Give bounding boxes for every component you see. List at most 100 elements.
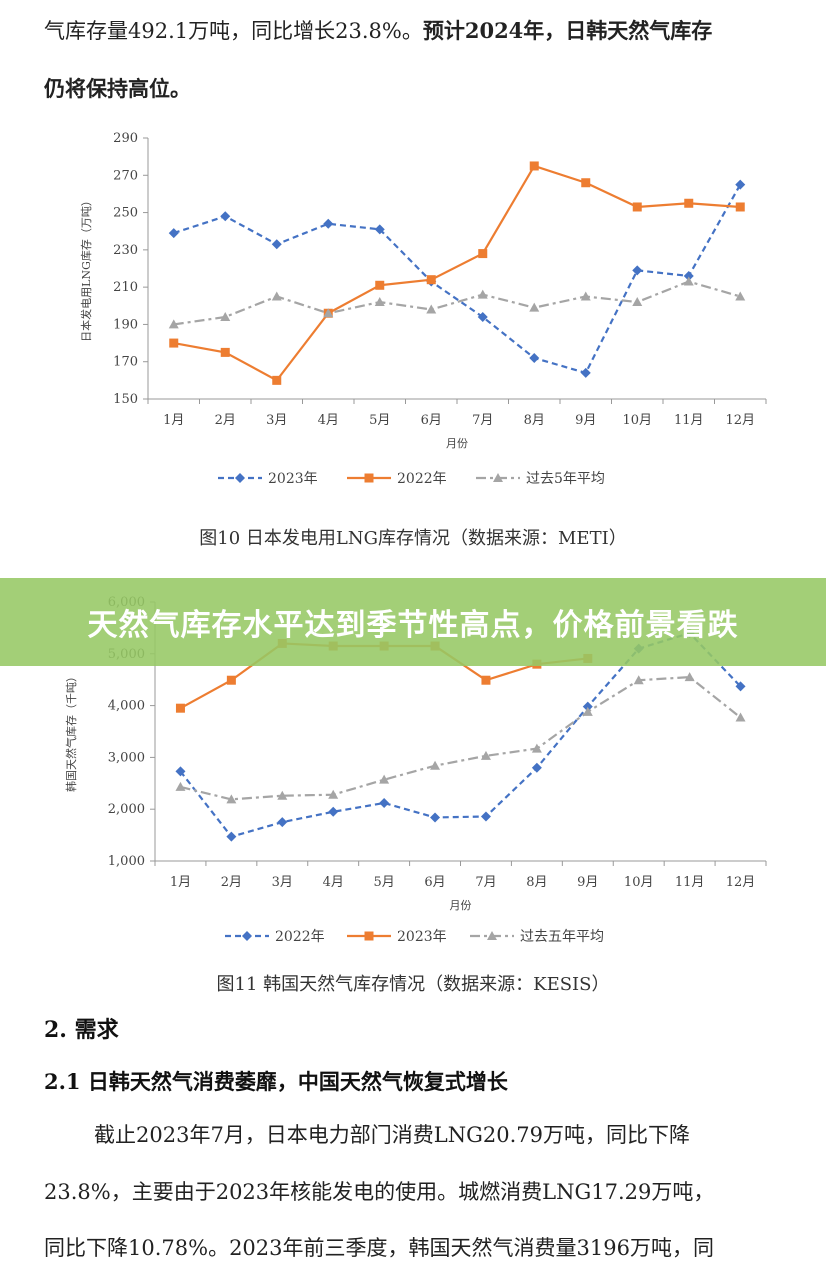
data-point (323, 308, 334, 318)
data-point (220, 211, 231, 222)
legend-marker (487, 931, 497, 940)
data-point (175, 781, 186, 791)
data-point (529, 161, 539, 171)
data-point (478, 249, 488, 259)
data-point (430, 812, 441, 823)
series-line-2 (173, 164, 741, 382)
data-point (529, 352, 540, 363)
data-point (169, 338, 179, 348)
data-point (175, 703, 185, 713)
x-tick-label: 2月 (215, 413, 236, 428)
data-point (271, 291, 282, 301)
y-axis-title: 韩国天然气库存（千吨） (64, 671, 78, 792)
data-point (226, 831, 237, 842)
data-point (220, 347, 230, 357)
figure-11-caption: 图11 韩国天然气库存情况（数据来源：KESIS） (216, 974, 610, 995)
y-tick-label: 250 (113, 206, 138, 221)
x-tick-label: 7月 (475, 875, 496, 890)
x-tick-label: 5月 (369, 413, 390, 428)
data-point (735, 202, 745, 212)
data-point (632, 202, 642, 212)
data-point (277, 790, 288, 800)
y-tick-label: 190 (113, 317, 138, 332)
data-point (379, 774, 390, 784)
intro-text: 气库存量492.1万吨，同比增长23.8%。 (44, 19, 423, 43)
x-tick-label: 1月 (163, 413, 184, 428)
body-line-2: 23.8%，主要由于2023年核能发电的使用。城燃消费LNG17.29万吨， (44, 1180, 715, 1204)
data-point (683, 276, 694, 286)
data-point (735, 712, 746, 722)
legend-label: 过去5年平均 (526, 471, 605, 487)
x-tick-label: 9月 (575, 413, 596, 428)
data-point (168, 319, 179, 329)
x-tick-label: 12月 (726, 875, 756, 890)
x-tick-label: 12月 (725, 413, 755, 428)
data-point (220, 311, 231, 321)
legend-label: 过去五年平均 (520, 929, 604, 945)
data-point (683, 270, 694, 281)
banner-title: 天然气库存水平达到季节性高点，价格前景看跌 (87, 608, 739, 643)
x-axis-title: 月份 (450, 899, 472, 912)
x-tick-label: 9月 (577, 875, 598, 890)
legend-label: 2023年 (397, 929, 447, 945)
x-axis-title: 月份 (446, 437, 468, 450)
legend-label: 2022年 (397, 471, 447, 487)
intro-text-bold-line2: 仍将保持高位。 (44, 76, 191, 101)
data-point (426, 275, 436, 285)
data-point (481, 675, 491, 685)
data-point (632, 265, 643, 276)
figure-10-caption: 图10 日本发电用LNG库存情况（数据来源：METI） (199, 528, 627, 549)
data-point (426, 304, 437, 314)
legend-marker (364, 931, 374, 941)
x-tick-label: 7月 (472, 413, 493, 428)
data-point (175, 766, 186, 777)
legend-marker (242, 931, 252, 941)
legend-marker (364, 473, 374, 483)
data-point (580, 291, 591, 301)
data-point (323, 218, 334, 229)
y-axis-title: 日本发电用LNG库存（万吨） (79, 195, 93, 342)
data-point (632, 297, 643, 307)
data-point (277, 817, 288, 828)
legend-marker (235, 473, 245, 483)
data-point (271, 239, 282, 250)
series-line-1 (173, 184, 742, 375)
data-point (480, 811, 491, 822)
data-point (430, 760, 441, 770)
y-tick-label: 170 (113, 355, 138, 370)
series-line-3 (180, 675, 742, 801)
x-tick-label: 6月 (424, 875, 445, 890)
data-point (374, 224, 385, 235)
data-point (684, 198, 694, 208)
x-tick-label: 4月 (323, 875, 344, 890)
data-point (168, 228, 179, 239)
x-tick-label: 10月 (622, 413, 652, 428)
data-point (374, 297, 385, 307)
data-point (735, 179, 746, 190)
data-point (633, 675, 644, 685)
body-line-3: 同比下降10.78%。2023年前三季度，韩国天然气消费量3196万吨，同 (44, 1236, 714, 1260)
x-tick-label: 11月 (675, 875, 705, 890)
y-tick-label: 230 (113, 243, 138, 258)
intro-text-bold: 预计2024年，日韩天然气库存 (422, 18, 713, 43)
x-tick-label: 8月 (526, 875, 547, 890)
data-point (529, 302, 540, 312)
intro-paragraph: 气库存量492.1万吨，同比增长23.8%。预计2024年，日韩天然气库存 (44, 16, 794, 46)
data-point (226, 794, 237, 804)
y-tick-label: 270 (113, 168, 138, 183)
japan-lng-chart: 150 170 190 210 230 250 270 290 1月 2月 3月 4月 5月 6月 7月 8月… (79, 131, 767, 487)
data-point (328, 806, 339, 817)
x-tick-label: 11月 (674, 413, 704, 428)
data-point (226, 675, 236, 685)
data-point (272, 375, 282, 385)
x-tick-label: 3月 (266, 413, 287, 428)
y-tick-label: 4,000 (108, 699, 145, 714)
y-tick-label: 2,000 (108, 802, 145, 817)
headline-banner: 天然气库存水平达到季节性高点，价格前景看跌 (0, 578, 826, 666)
x-tick-label: 1月 (170, 875, 191, 890)
data-point (531, 743, 542, 753)
legend-label: 2023年 (268, 471, 318, 487)
x-tick-label: 3月 (272, 875, 293, 890)
x-tick-label: 10月 (624, 875, 654, 890)
data-point (684, 672, 695, 682)
